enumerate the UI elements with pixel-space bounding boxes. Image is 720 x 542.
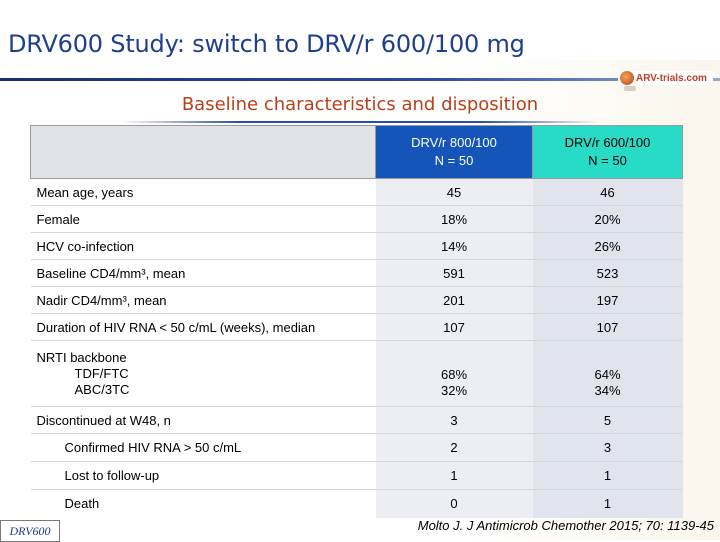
column-header-drv800-line2: N = 50 (434, 153, 474, 168)
arv-trials-logo: ARV-trials.com (618, 71, 713, 85)
column-header-drv600-line2: N = 50 (588, 153, 627, 168)
column-header-drv800-line1: DRV/r 800/100 (411, 135, 497, 150)
table-row: Nadir CD4/mm³, mean 201 197 (30, 286, 683, 314)
cell-drv800: 591 (375, 259, 533, 287)
cell-drv800: 3 (375, 406, 533, 434)
nrti-value: 64% (594, 366, 621, 382)
column-header-drv600-line1: DRV/r 600/100 (564, 135, 651, 150)
table-row: Lost to follow-up 1 1 (30, 461, 683, 490)
row-label: Confirmed HIV RNA > 50 c/mL (30, 433, 376, 462)
citation: Molto J. J Antimicrob Chemother 2015; 70… (417, 518, 714, 533)
table-row: Female 18% 20% (30, 205, 683, 233)
table-header-row: DRV/r 800/100 N = 50 DRV/r 600/100 N = 5… (30, 125, 683, 179)
footer-badge: DRV600 (0, 520, 60, 542)
table-row: Baseline CD4/mm³, mean 591 523 (30, 259, 683, 287)
nrti-sub-label: ABC/3TC (74, 381, 130, 397)
cell-drv600: 3 (532, 433, 683, 462)
row-label: Death (30, 489, 376, 518)
cell-drv600: 20% (532, 205, 683, 233)
logo-text: ARV-trials.com (636, 72, 707, 84)
table-row: Mean age, years 45 46 (30, 178, 683, 206)
cell-drv600: 64% 34% (532, 340, 683, 407)
cell-drv600: 26% (532, 232, 683, 260)
baseline-table: DRV/r 800/100 N = 50 DRV/r 600/100 N = 5… (30, 125, 683, 518)
table-row: Duration of HIV RNA < 50 c/mL (weeks), m… (30, 313, 683, 341)
slide-title: DRV600 Study: switch to DRV/r 600/100 mg (8, 30, 525, 58)
cell-drv800: 18% (375, 205, 533, 233)
table-row-nrti: NRTI backbone TDF/FTC ABC/3TC 68% 32% 64… (30, 340, 683, 407)
cell-drv800: 14% (375, 232, 533, 260)
title-underline (0, 78, 720, 81)
cell-drv600: 197 (532, 286, 683, 314)
cell-drv800: 68% 32% (375, 340, 533, 407)
cell-drv800: 107 (375, 313, 533, 341)
header-blank-cell (30, 125, 376, 179)
row-label: Baseline CD4/mm³, mean (30, 259, 376, 287)
table-row: HCV co-infection 14% 26% (30, 232, 683, 260)
nrti-sub-label: TDF/FTC (74, 365, 129, 381)
row-label: Female (30, 205, 376, 233)
cell-drv600: 523 (532, 259, 683, 287)
row-label: Discontinued at W48, n (30, 406, 376, 434)
row-label: Lost to follow-up (30, 461, 376, 490)
row-label: HCV co-infection (30, 232, 376, 260)
table-subtitle: Baseline characteristics and disposition (181, 94, 539, 115)
cell-drv600: 46 (532, 178, 683, 206)
row-label: Nadir CD4/mm³, mean (30, 286, 376, 314)
logo-tagline-mark (624, 86, 636, 91)
cell-drv800: 45 (375, 178, 533, 206)
table-row: Death 0 1 (30, 489, 683, 518)
cell-drv600: 1 (532, 461, 683, 490)
row-label-nrti: NRTI backbone TDF/FTC ABC/3TC (30, 340, 376, 407)
nrti-value: 32% (440, 382, 468, 398)
table-row: Discontinued at W48, n 3 5 (30, 406, 683, 434)
row-label: Duration of HIV RNA < 50 c/mL (weeks), m… (30, 313, 376, 341)
cell-drv600: 1 (532, 489, 683, 518)
column-header-drv600: DRV/r 600/100 N = 50 (532, 125, 683, 179)
cell-drv600: 107 (532, 313, 683, 341)
cell-drv800: 2 (375, 433, 533, 462)
cell-drv800: 201 (375, 286, 533, 314)
column-header-drv800: DRV/r 800/100 N = 50 (375, 125, 533, 179)
row-label: Mean age, years (30, 178, 376, 206)
subtitle-underline (120, 121, 600, 123)
nrti-value: 68% (440, 366, 468, 382)
cell-drv800: 0 (375, 489, 533, 518)
logo-mark-icon (620, 71, 634, 85)
table-row: Confirmed HIV RNA > 50 c/mL 2 3 (30, 433, 683, 462)
nrti-label: NRTI backbone (36, 349, 127, 365)
cell-drv600: 5 (532, 406, 683, 434)
nrti-value: 34% (594, 382, 621, 398)
cell-drv800: 1 (375, 461, 533, 490)
